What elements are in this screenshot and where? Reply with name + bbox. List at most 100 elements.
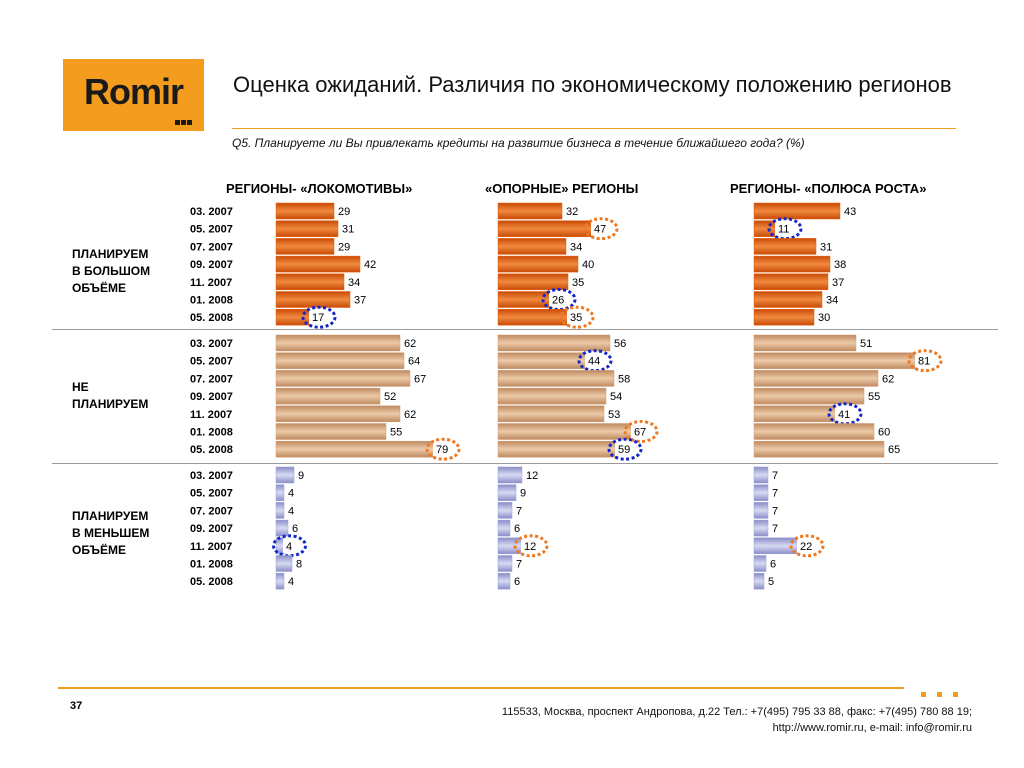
value-label-box [823,292,843,307]
bar [275,220,339,237]
group-label-plan-less: ПЛАНИРУЕМ В МЕНЬШЕМ ОБЪЁМЕ [72,508,149,559]
value-label: 43 [844,206,856,218]
value-label-box [591,221,611,236]
value-label-box [885,442,905,457]
value-label: 34 [826,295,838,307]
value-label-box [381,389,401,404]
value-label: 41 [838,409,850,421]
value-label: 34 [570,241,582,253]
bar [753,440,885,458]
value-label-box [915,353,935,368]
bar [275,255,361,273]
value-label: 60 [878,427,890,439]
value-label-box [309,310,329,325]
bar [753,555,767,572]
group-label-line: НЕ [72,380,89,394]
bar [497,370,615,387]
bar [497,352,587,369]
bar [753,352,917,369]
value-label-box [523,468,543,482]
value-label-box [831,257,851,272]
group-label-line: ОБЪЁМЕ [72,543,126,557]
date-label: 05. 2008 [190,444,233,456]
value-label: 7 [516,505,522,517]
bar [753,273,829,291]
group-label-line: ПЛАНИРУЕМ [72,509,149,523]
value-label: 62 [404,409,416,421]
value-label-box [765,574,778,589]
value-label: 38 [834,259,846,271]
bar [497,220,593,237]
date-label: 03. 2007 [190,470,233,482]
value-label-box [521,538,541,553]
value-label-box [295,468,308,482]
value-label-box [339,221,359,236]
highlight-decrease-circle [767,217,803,241]
value-label-box [513,503,526,518]
value-label-box [631,424,651,439]
column-title-locomotives: РЕГИОНЫ- «ЛОКОМОТИВЫ» [226,181,413,196]
bar [497,519,511,537]
value-label: 26 [552,295,564,307]
highlight-increase-circle [789,534,825,558]
value-label-box [875,424,895,439]
value-label: 7 [772,523,778,535]
value-label: 4 [288,505,294,517]
bar [497,387,607,405]
value-label: 6 [514,523,520,535]
highlight-decrease-circle [827,402,863,426]
bar [753,334,857,352]
bar [275,202,335,220]
value-label-box [433,442,453,457]
value-label-box [285,574,298,589]
value-label-box [289,521,302,536]
date-label: 01. 2008 [190,427,233,439]
value-label-box [511,521,524,536]
highlight-increase-circle [623,420,659,443]
bar [753,238,817,255]
value-label: 65 [888,444,900,456]
bar [275,405,401,423]
bar [753,255,831,273]
footer-rule [58,687,904,689]
value-label-box [605,406,625,421]
bar [753,466,769,484]
value-label: 64 [408,356,420,368]
date-label: 09. 2007 [190,391,233,403]
value-label-box [769,468,782,482]
value-label: 17 [312,312,324,324]
group-label-line: В БОЛЬШОМ [72,264,151,278]
date-label: 09. 2007 [190,259,233,271]
bar [275,484,285,501]
value-label-box [769,485,782,500]
value-label: 12 [524,541,536,553]
highlight-increase-circle [907,349,943,373]
value-label: 37 [832,277,844,289]
value-label-box [835,406,855,421]
bar [497,273,569,291]
value-label: 31 [820,241,832,253]
logo-dots [175,112,195,125]
highlight-increase-circle [583,217,619,241]
date-label: 05. 2007 [190,488,233,500]
highlight-decrease-circle [607,437,643,461]
bar [497,440,617,458]
date-label: 07. 2007 [190,373,233,385]
date-label: 11. 2007 [190,277,232,289]
value-label: 47 [594,224,606,236]
romir-logo: Romir [63,59,204,131]
value-label: 54 [610,391,622,403]
survey-question: Q5. Планируете ли Вы привлекать кредиты … [232,136,805,150]
value-label-box [361,257,381,272]
value-label: 12 [526,470,538,482]
bar [753,202,841,220]
value-label-box [293,556,306,571]
value-label-box [585,353,605,368]
bar [753,405,837,423]
date-label: 05. 2008 [190,312,233,324]
bar [497,405,605,423]
value-label: 51 [860,338,872,350]
date-label: 05. 2008 [190,576,233,588]
value-label-box [405,353,425,368]
group-label-plan-more: ПЛАНИРУЕМ В БОЛЬШОМ ОБЪЁМЕ [72,246,150,297]
